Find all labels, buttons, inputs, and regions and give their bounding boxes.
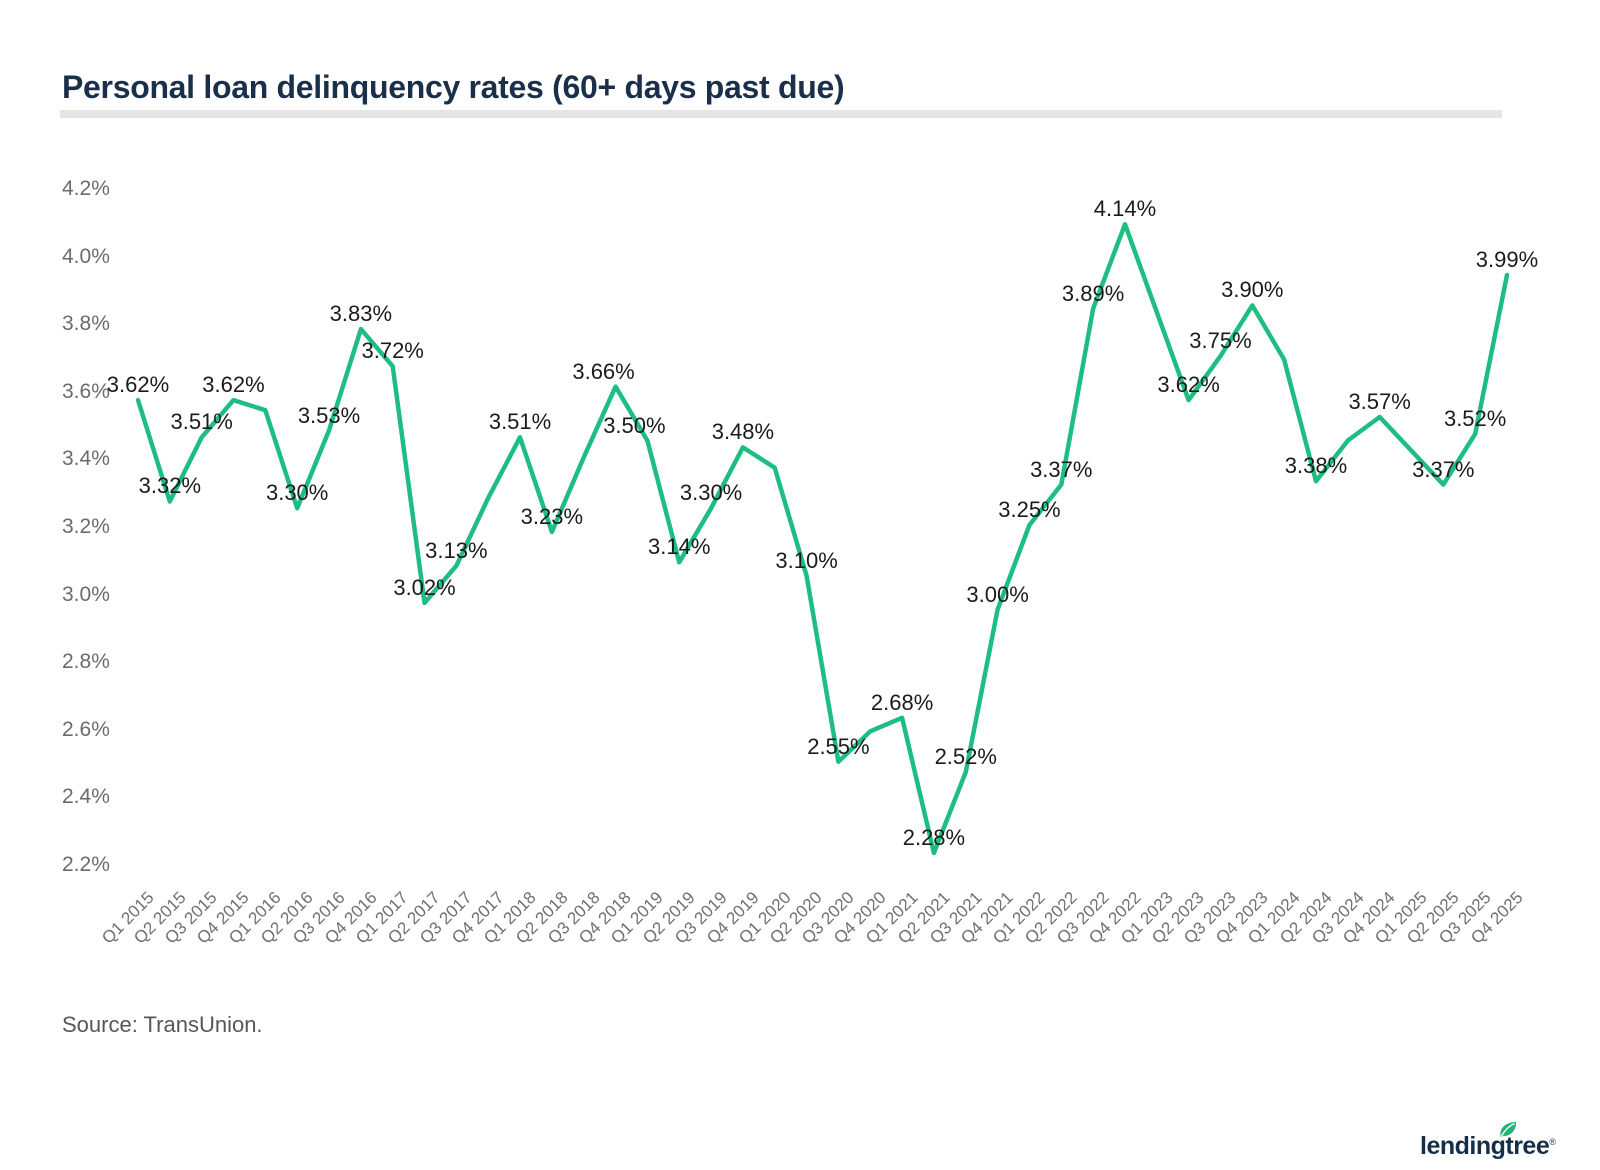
y-axis-label: 3.2% xyxy=(62,515,110,539)
data-label: 3.62% xyxy=(202,372,265,398)
data-label: 3.23% xyxy=(520,503,584,529)
y-axis-label: 4.0% xyxy=(62,244,110,268)
y-axis-label: 2.2% xyxy=(62,853,110,877)
data-label: 2.52% xyxy=(934,743,997,769)
data-label: 3.53% xyxy=(297,402,361,428)
data-label: 3.51% xyxy=(170,409,233,435)
y-axis-label: 2.8% xyxy=(62,650,110,674)
data-label: 3.13% xyxy=(425,537,488,563)
y-axis-label: 3.8% xyxy=(62,312,110,336)
delinquency-rate-line xyxy=(135,222,1510,856)
data-label: 4.14% xyxy=(1093,196,1157,222)
data-label: 3.10% xyxy=(775,547,838,573)
data-label: 3.62% xyxy=(106,372,170,398)
data-label: 3.90% xyxy=(1221,277,1284,303)
data-label: 3.25% xyxy=(998,497,1061,523)
data-label: 2.28% xyxy=(902,825,966,850)
y-axis-label: 3.4% xyxy=(62,447,110,471)
data-label: 3.02% xyxy=(393,574,456,600)
data-label: 3.00% xyxy=(966,581,1029,607)
data-label: 3.62% xyxy=(1157,372,1220,398)
data-label: 2.68% xyxy=(870,689,934,715)
data-label: 3.52% xyxy=(1443,405,1507,431)
data-label: 3.30% xyxy=(679,480,743,506)
lendingtree-logo-text: lendingtree® xyxy=(1420,1132,1556,1160)
title-divider xyxy=(60,110,1502,118)
chart-title: Personal loan delinquency rates (60+ day… xyxy=(62,69,845,106)
y-axis-label: 4.2% xyxy=(62,177,110,201)
registered-mark: ® xyxy=(1549,1137,1556,1147)
data-label: 3.83% xyxy=(329,301,393,327)
lendingtree-logo: lendingtree® xyxy=(1420,1122,1570,1160)
y-axis-label: 2.4% xyxy=(62,785,110,809)
data-label: 3.14% xyxy=(648,534,711,560)
data-label: 3.66% xyxy=(572,358,635,384)
data-label: 3.89% xyxy=(1061,280,1125,306)
data-label: 3.37% xyxy=(1030,456,1093,482)
data-label: 3.32% xyxy=(138,473,202,499)
data-label: 3.30% xyxy=(265,480,329,506)
y-axis-label: 3.0% xyxy=(62,582,110,606)
y-axis-label: 2.6% xyxy=(62,717,110,741)
data-label: 3.57% xyxy=(1348,388,1411,414)
data-label: 3.99% xyxy=(1475,247,1539,273)
data-label: 3.48% xyxy=(711,419,775,445)
leaf-icon xyxy=(1500,1122,1517,1137)
data-label: 3.50% xyxy=(603,412,666,438)
data-label: 3.72% xyxy=(361,338,424,364)
data-label: 3.75% xyxy=(1189,328,1252,354)
source-note: Source: TransUnion. xyxy=(62,1012,263,1037)
data-label: 2.55% xyxy=(807,733,870,759)
data-label: 3.37% xyxy=(1412,456,1475,482)
y-axis-label: 3.6% xyxy=(62,379,110,403)
data-label: 3.51% xyxy=(488,409,552,435)
data-label: 3.38% xyxy=(1284,453,1348,479)
